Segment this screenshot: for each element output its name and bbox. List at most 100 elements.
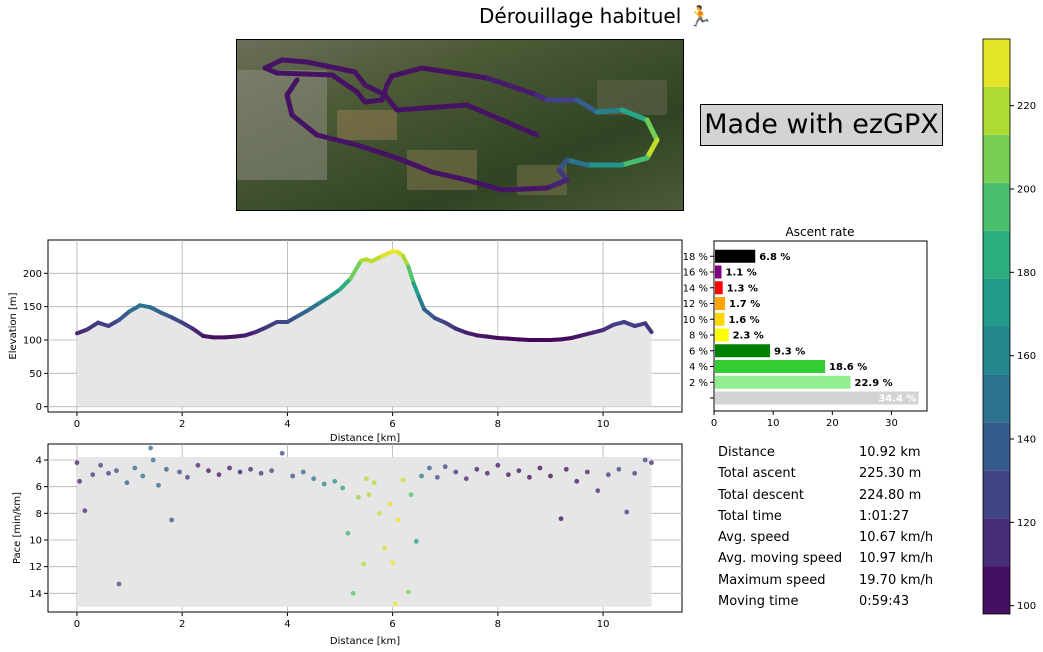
route-map-canvas (237, 40, 683, 210)
stat-value: 10.67 km/h (859, 530, 934, 546)
ascent-rate-bar (715, 344, 771, 358)
pace-point (106, 470, 111, 476)
route-segment (419, 65, 490, 81)
colorbar-levels (983, 39, 1010, 614)
pace-point (387, 501, 393, 507)
elevation-y-tick-label: 150 (23, 302, 42, 313)
ascent-rate-bar (715, 328, 729, 342)
pace-point (195, 462, 201, 468)
stat-row: Moving time 0:59:43 (718, 594, 948, 615)
elevation-chart: 0 2 4 6 8 10 0 50 100 150 200 Distance [km] Eleva… (8, 239, 683, 443)
route-segment (619, 155, 650, 168)
chart-title-text: Dérouillage habituel 🏃 (479, 4, 713, 28)
pace-x-ticks: 0 2 4 6 8 10 (74, 612, 609, 630)
route-segment (329, 72, 360, 95)
pace-point (216, 472, 222, 478)
ascent-rate-bar (715, 281, 723, 295)
colorbar-level (983, 518, 1010, 567)
elevation-x-tick-label: 8 (495, 419, 501, 430)
pace-point (427, 465, 432, 471)
colorbar-level (983, 134, 1010, 183)
colorbar-level (983, 566, 1010, 614)
pace-point (300, 469, 306, 475)
elevation-segment (295, 308, 311, 318)
ascent-rate-bars: 34.4 % 2 % 22.9 % 4 % 18.6 % 6 % 9.3 % 8 % 2.3 %… (683, 249, 919, 405)
ascent-rate-value-label: 1.3 % (727, 283, 758, 294)
ascent-rate-bar (715, 375, 851, 389)
pace-point (632, 470, 638, 476)
route-segment (429, 169, 470, 183)
ascent-rate-title: Ascent rate (786, 225, 855, 239)
route-segment (389, 65, 425, 79)
stat-value: 19.70 km/h (859, 572, 934, 588)
colorbar-tick-label: 220 (1017, 101, 1036, 112)
ascent-rate-value-label: 34.4 % (878, 394, 916, 405)
pace-x-tick-label: 4 (284, 619, 290, 630)
elevation-segment (416, 294, 427, 312)
route-segment (544, 177, 570, 191)
stat-label: Moving time (718, 594, 799, 610)
elevation-segment (411, 281, 421, 299)
pace-point (419, 473, 424, 479)
route-segment (314, 132, 360, 148)
pace-point (413, 538, 419, 544)
route-segment (274, 70, 335, 78)
route-segment (304, 59, 358, 75)
pace-point (148, 445, 153, 451)
elevation-colorbar: 100 120 140 160 180 200 220 (982, 38, 1036, 615)
stat-label: Avg. moving speed (718, 551, 843, 567)
ascent-rate-bar (715, 249, 756, 263)
route-segment (284, 77, 300, 98)
pace-point (537, 465, 543, 471)
field-patch (407, 150, 477, 190)
pace-point (505, 472, 511, 478)
pace-point (82, 508, 88, 514)
pace-point (311, 476, 317, 482)
ascent-rate-category-label: 2 % (689, 378, 708, 389)
colorbar-level (983, 278, 1010, 327)
pace-point (516, 468, 522, 474)
pace-point (442, 464, 448, 470)
route-segment (394, 155, 435, 175)
stat-row: Avg. moving speed 10.97 km/h (718, 551, 948, 572)
elevation-segment (406, 264, 416, 286)
pace-point (406, 589, 411, 595)
stat-label: Total descent (718, 487, 804, 503)
pace-point (321, 481, 327, 487)
ascent-rate-category-label: 14 % (683, 283, 708, 294)
stat-row: Distance 10.92 km (718, 445, 948, 466)
ascent-rate-category-label: 6 % (689, 346, 708, 357)
stat-label: Total ascent (718, 466, 796, 482)
ascent-rate-bar (715, 360, 826, 373)
ascent-rate-value-label: 1.7 % (729, 299, 760, 310)
pace-point (642, 457, 648, 463)
colorbar-ticks: 100 120 140 160 180 200 220 (1010, 101, 1036, 612)
route-segment (484, 75, 540, 98)
route-segment (594, 107, 625, 115)
pace-point (382, 545, 388, 551)
ascent-rate-category-label: 12 % (683, 299, 708, 310)
ascent-rate-x-tick-label: 20 (826, 418, 839, 429)
pace-point (150, 457, 156, 463)
pace-point (624, 509, 630, 515)
elevation-area (76, 251, 652, 407)
elevation-segment (422, 307, 437, 320)
route-segment (644, 117, 660, 143)
pace-point (98, 462, 104, 468)
stat-value: 0:59:43 (859, 594, 910, 610)
stat-row: Maximum speed 19.70 km/h (718, 573, 948, 594)
elevation-x-tick-label: 6 (389, 419, 395, 430)
route-segment (499, 185, 550, 193)
route-segment (284, 92, 295, 118)
pace-fill (76, 457, 652, 607)
stat-value: 10.97 km/h (859, 551, 934, 567)
route-segment (619, 107, 650, 123)
stat-value: 225.30 m (859, 466, 922, 482)
field-patch (337, 110, 397, 140)
colorbar-level (983, 422, 1010, 471)
pace-y-tick-label: 10 (29, 536, 42, 547)
stat-value: 1:01:27 (859, 508, 910, 524)
pace-point (649, 460, 654, 466)
pace-point (269, 468, 275, 474)
ascent-rate-category-label: 4 % (689, 362, 708, 373)
